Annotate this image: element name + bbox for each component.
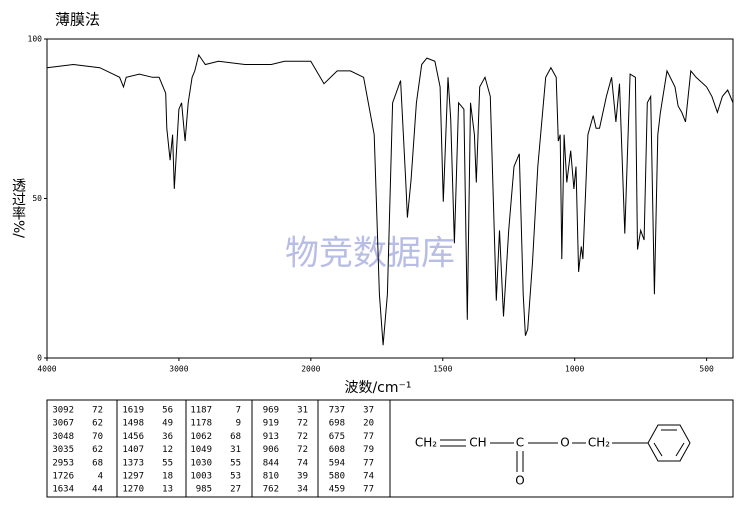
table-transmittance: 72	[297, 432, 308, 442]
table-wavenumber: 1178	[190, 419, 212, 429]
table-transmittance: 9	[236, 419, 241, 429]
y-tick-label: 50	[32, 194, 42, 203]
table-wavenumber: 459	[329, 485, 345, 495]
table-transmittance: 72	[92, 406, 103, 416]
x-tick-label: 4000	[37, 365, 56, 374]
y-tick-label: 100	[28, 35, 43, 44]
table-wavenumber: 1030	[190, 458, 212, 468]
table-transmittance: 31	[297, 406, 308, 416]
table-wavenumber: 919	[263, 419, 279, 429]
table-wavenumber: 985	[196, 485, 212, 495]
structure-atom: CH₂	[415, 436, 437, 450]
spectrum-line	[46, 53, 734, 346]
table-wavenumber: 1726	[52, 472, 74, 482]
table-wavenumber: 594	[329, 458, 345, 468]
table-transmittance: 12	[162, 445, 173, 455]
table-transmittance: 79	[363, 445, 374, 455]
x-axis-label: 波数/cm⁻¹	[344, 380, 411, 396]
table-wavenumber: 906	[263, 445, 279, 455]
structure-atom: O	[560, 436, 569, 450]
watermark: 物竞数据库	[285, 234, 455, 274]
table-wavenumber: 969	[263, 406, 279, 416]
table-transmittance: 53	[230, 472, 241, 482]
y-axis-label-text: 透过率%/	[10, 178, 26, 238]
table-wavenumber: 1003	[190, 472, 212, 482]
table-wavenumber: 1634	[52, 485, 74, 495]
y-axis-label: 透过率%/	[10, 178, 26, 238]
table-wavenumber: 3035	[52, 445, 74, 455]
table-wavenumber: 1498	[122, 419, 144, 429]
table-wavenumber: 737	[329, 406, 345, 416]
table-transmittance: 62	[92, 445, 103, 455]
table-transmittance: 77	[363, 458, 374, 468]
table-transmittance: 20	[363, 419, 374, 429]
x-tick-label: 3000	[169, 365, 188, 374]
table-wavenumber: 1373	[122, 458, 144, 468]
table-wavenumber: 762	[263, 485, 279, 495]
table-transmittance: 77	[363, 432, 374, 442]
x-tick-label: 1500	[433, 365, 452, 374]
table-wavenumber: 1297	[122, 472, 144, 482]
table-transmittance: 49	[162, 419, 173, 429]
table-transmittance: 55	[162, 458, 173, 468]
table-transmittance: 44	[92, 485, 103, 495]
table-wavenumber: 844	[263, 458, 279, 468]
table-transmittance: 70	[92, 432, 103, 442]
structure-atom: O	[515, 474, 524, 488]
table-wavenumber: 608	[329, 445, 345, 455]
table-transmittance: 55	[230, 458, 241, 468]
table-transmittance: 68	[230, 432, 241, 442]
table-transmittance: 4	[98, 472, 103, 482]
table-transmittance: 39	[297, 472, 308, 482]
structure-atom: CH	[469, 436, 486, 450]
table-wavenumber: 3048	[52, 432, 74, 442]
y-tick-label: 0	[37, 354, 42, 363]
table-wavenumber: 3092	[52, 406, 74, 416]
table-transmittance: 7	[236, 406, 241, 416]
table-wavenumber: 3067	[52, 419, 74, 429]
table-transmittance: 74	[297, 458, 308, 468]
structure-bonds	[440, 424, 691, 472]
structure-atom: CH₂	[588, 436, 610, 450]
table-wavenumber: 1187	[190, 406, 212, 416]
table-wavenumber: 1456	[122, 432, 144, 442]
table-transmittance: 56	[162, 406, 173, 416]
table-wavenumber: 1619	[122, 406, 144, 416]
table-wavenumber: 675	[329, 432, 345, 442]
table-wavenumber: 1270	[122, 485, 144, 495]
table-transmittance: 72	[297, 445, 308, 455]
table-transmittance: 37	[363, 406, 374, 416]
table-wavenumber: 2953	[52, 458, 74, 468]
chart-title: 薄膜法	[55, 11, 100, 29]
table-transmittance: 18	[162, 472, 173, 482]
table-transmittance: 31	[230, 445, 241, 455]
table-transmittance: 27	[230, 485, 241, 495]
table-wavenumber: 1062	[190, 432, 212, 442]
table-transmittance: 36	[162, 432, 173, 442]
table-transmittance: 74	[363, 472, 374, 482]
table-transmittance: 68	[92, 458, 103, 468]
table-transmittance: 34	[297, 485, 308, 495]
table-wavenumber: 580	[329, 472, 345, 482]
x-tick-label: 2000	[301, 365, 320, 374]
table-wavenumber: 1049	[190, 445, 212, 455]
table-wavenumber: 698	[329, 419, 345, 429]
table-transmittance: 62	[92, 419, 103, 429]
table-transmittance: 13	[162, 485, 173, 495]
x-tick-label: 500	[699, 365, 714, 374]
table-transmittance: 72	[297, 419, 308, 429]
table-wavenumber: 913	[263, 432, 279, 442]
table-wavenumber: 810	[263, 472, 279, 482]
structure-atom: C	[516, 436, 524, 450]
table-wavenumber: 1407	[122, 445, 144, 455]
x-tick-label: 1000	[565, 365, 584, 374]
table-transmittance: 77	[363, 485, 374, 495]
